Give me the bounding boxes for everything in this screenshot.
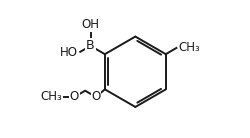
Text: O: O: [70, 90, 79, 103]
Text: B: B: [86, 39, 95, 52]
Text: CH₃: CH₃: [40, 90, 62, 103]
Text: HO: HO: [60, 46, 78, 59]
Text: O: O: [91, 90, 101, 103]
Text: CH₃: CH₃: [178, 41, 200, 54]
Text: OH: OH: [82, 18, 100, 31]
